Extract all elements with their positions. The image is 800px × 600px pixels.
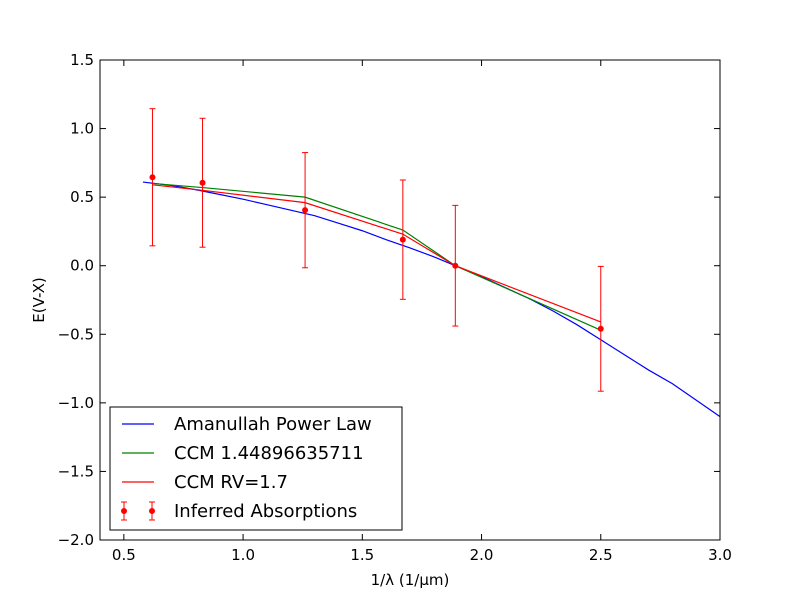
x-tick-label: 1.0 [231,546,255,564]
y-tick-label: −1.5 [58,462,94,480]
axes-frame [99,59,721,541]
legend-item: CCM RV=1.7 [122,472,288,493]
legend-label: CCM RV=1.7 [174,472,288,493]
series-line-ccm-rv-1-7 [152,184,601,323]
x-axis-label: 1/λ (1/μm) [371,571,450,589]
series-layer [142,108,720,418]
errorbar-point [302,152,309,269]
legend: Amanullah Power Law CCM 1.44896635711 CCM … [109,406,403,531]
x-tick-label: 0.5 [112,546,136,564]
legend-item: Amanullah Power Law [122,414,372,435]
legend-box [109,406,403,531]
y-tick-label: 1.5 [70,51,94,69]
errorbar-point [597,265,604,392]
y-tick-label: −0.5 [58,325,94,343]
legend-item: Inferred Absorptions [121,501,357,522]
errorbar-point [399,179,406,300]
x-tick-label: 1.5 [350,546,374,564]
errorbar-point [149,108,156,247]
legend-label: CCM 1.44896635711 [174,443,364,464]
y-tick-label: 0.5 [70,188,94,206]
y-axis-label: E(V-X) [30,277,48,323]
y-tick-label: 1.0 [70,120,94,138]
ticks-layer: 0.5 1.0 1.5 2.0 2.5 3.0 1.5 1.0 0.5 0.0 −0.5 −1.0 −1… [58,51,732,564]
series-line-ccm-1-44896635711 [152,182,602,331]
x-tick-label: 3.0 [708,546,732,564]
legend-item: CCM 1.44896635711 [122,443,364,464]
series-line-amanullah-power-law [142,181,720,418]
y-tick-label: −2.0 [58,531,94,549]
legend-label: Inferred Absorptions [174,501,357,522]
x-tick-label: 2.0 [470,546,494,564]
errorbar-point [452,204,459,327]
legend-label: Amanullah Power Law [174,414,372,435]
y-tick-label: 0.0 [70,257,94,275]
y-tick-label: −1.0 [58,394,94,412]
x-tick-label: 2.5 [589,546,613,564]
errorbar-point [199,117,206,248]
